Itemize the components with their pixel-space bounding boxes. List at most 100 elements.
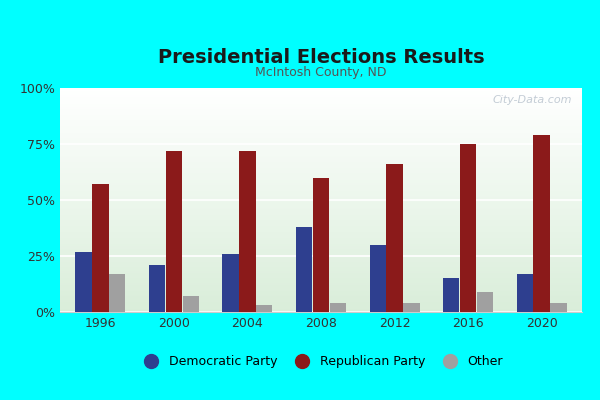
Bar (60, 304, 582, 305)
Bar (60, 183, 582, 184)
Bar (60, 225, 582, 226)
Bar (60, 98, 582, 99)
Bar (60, 173, 582, 174)
Bar (60, 89, 582, 90)
Bar (60, 171, 582, 172)
Bar (60, 219, 582, 220)
Bar (60, 216, 582, 217)
Bar (60, 91, 582, 92)
Bar (60, 153, 582, 154)
Bar (60, 260, 582, 262)
Bar (60, 102, 582, 104)
Bar (60, 123, 582, 124)
Bar (60, 239, 582, 240)
Legend: Democratic Party, Republican Party, Other: Democratic Party, Republican Party, Othe… (134, 350, 508, 373)
Bar (60, 242, 582, 244)
Bar (60, 199, 582, 200)
Bar (60, 120, 582, 122)
Bar (60, 306, 582, 308)
Bar (60, 126, 582, 127)
Bar (60, 194, 582, 196)
Bar (60, 275, 582, 276)
Bar (60, 296, 582, 298)
Bar (60, 254, 582, 255)
Bar (60, 245, 582, 246)
Bar (60, 138, 582, 140)
Bar (60, 188, 582, 189)
Bar (60, 287, 582, 288)
Bar (60, 169, 582, 170)
Bar (60, 224, 582, 225)
Bar (60, 212, 582, 214)
Bar (60, 104, 582, 105)
Bar (60, 253, 582, 254)
Bar (60, 186, 582, 188)
Bar (60, 292, 582, 293)
Bar (60, 109, 582, 110)
Bar (60, 127, 582, 128)
Bar (60, 272, 582, 273)
Bar (60, 234, 582, 235)
Bar (60, 133, 582, 134)
Bar (60, 165, 582, 166)
Bar (60, 130, 582, 132)
Bar (60, 105, 582, 106)
Bar (60, 309, 582, 310)
Bar (60, 198, 582, 199)
Bar (60, 152, 582, 153)
Bar (60, 273, 582, 274)
Bar (517, 274, 533, 312)
Bar (60, 172, 582, 173)
Bar (60, 303, 582, 304)
Bar (60, 113, 582, 114)
Bar (60, 207, 582, 208)
Bar (223, 254, 239, 312)
Bar (60, 96, 582, 97)
Bar (60, 97, 582, 98)
Bar (60, 176, 582, 178)
Bar (60, 166, 582, 168)
Bar (60, 274, 582, 275)
Bar (60, 228, 582, 229)
Bar (60, 227, 582, 228)
Bar (60, 94, 582, 95)
Bar (149, 265, 165, 312)
Bar (76, 252, 92, 312)
Bar (60, 190, 582, 191)
Bar (60, 264, 582, 265)
Bar (60, 140, 582, 141)
Bar (460, 144, 476, 312)
Bar (109, 274, 125, 312)
Bar (60, 161, 582, 162)
Bar (60, 265, 582, 266)
Bar (60, 280, 582, 281)
Bar (239, 151, 256, 312)
Bar (60, 206, 582, 207)
Bar (60, 229, 582, 230)
Bar (60, 236, 582, 237)
Bar (60, 100, 582, 102)
Bar (60, 147, 582, 148)
Bar (60, 184, 582, 186)
Bar (60, 244, 582, 245)
Bar (296, 227, 312, 312)
Bar (60, 178, 582, 179)
Bar (60, 122, 582, 123)
Bar (60, 290, 582, 291)
Bar (60, 217, 582, 218)
Bar (60, 283, 582, 284)
Bar (60, 208, 582, 209)
Bar (60, 156, 582, 158)
Bar (60, 150, 582, 151)
Bar (60, 179, 582, 180)
Bar (60, 259, 582, 260)
Bar (370, 245, 386, 312)
Bar (60, 246, 582, 247)
Bar (60, 247, 582, 248)
Bar (60, 162, 582, 163)
Bar (60, 164, 582, 165)
Bar (60, 267, 582, 268)
Bar (60, 112, 582, 113)
Bar (60, 88, 582, 89)
Bar (60, 115, 582, 116)
